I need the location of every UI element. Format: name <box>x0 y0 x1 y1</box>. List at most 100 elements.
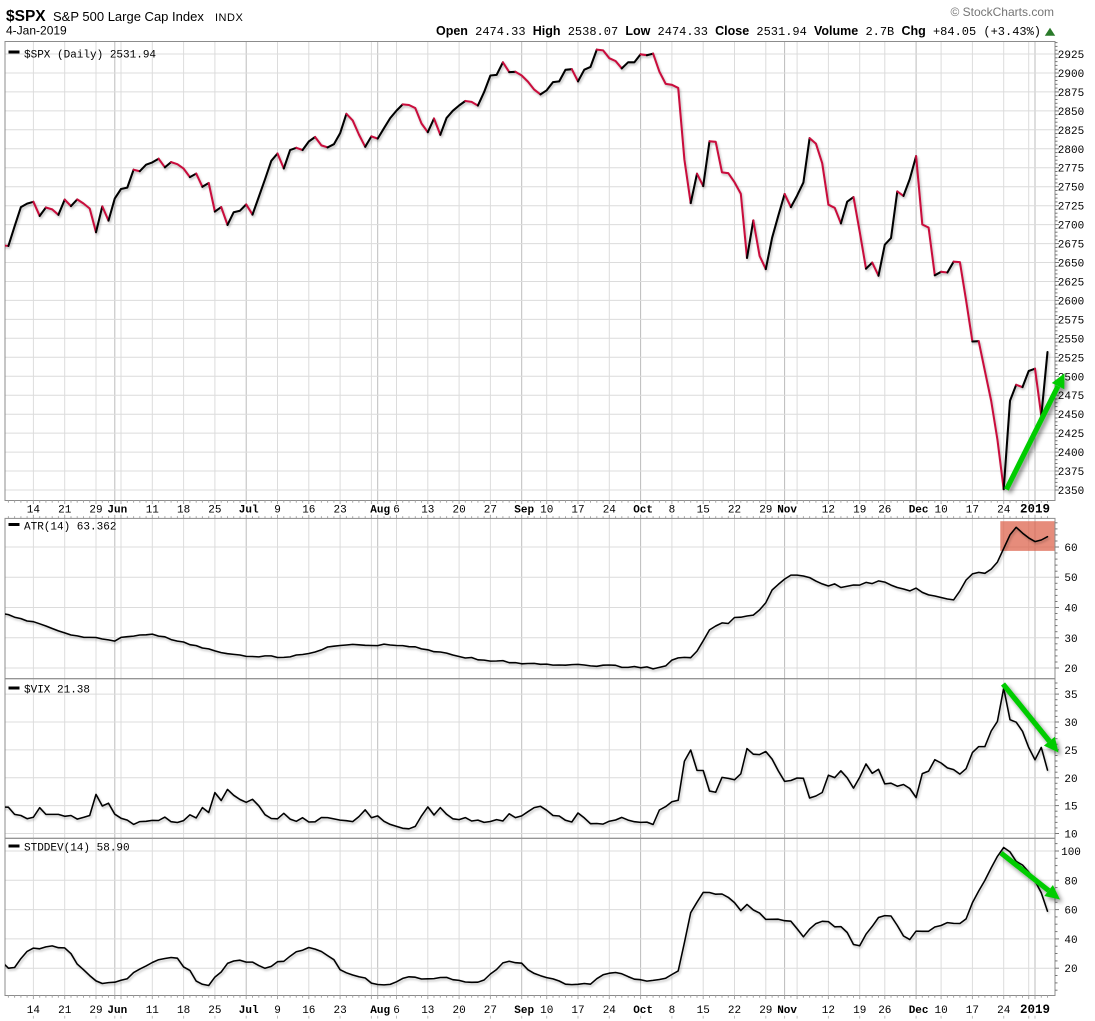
svg-text:Sep: Sep <box>514 505 534 517</box>
svg-text:INDX: INDX <box>215 12 243 24</box>
svg-text:2475: 2475 <box>1058 391 1084 403</box>
svg-text:2875: 2875 <box>1058 88 1084 100</box>
svg-text:10: 10 <box>1064 830 1077 842</box>
svg-text:2850: 2850 <box>1058 107 1084 119</box>
svg-text:29: 29 <box>89 1005 102 1017</box>
svg-text:Aug: Aug <box>370 1005 390 1017</box>
svg-text:Jun: Jun <box>107 505 127 517</box>
svg-text:20: 20 <box>1064 664 1077 676</box>
svg-text:11: 11 <box>146 505 160 517</box>
svg-text:16: 16 <box>302 505 315 517</box>
svg-text:22: 22 <box>728 1005 741 1017</box>
svg-text:Open 2474.33 High 2538.07 Lo: Open 2474.33 High 2538.07 Low 2474.33 Cl… <box>436 24 1041 39</box>
svg-text:2775: 2775 <box>1058 164 1084 176</box>
svg-text:14: 14 <box>27 505 41 517</box>
svg-text:23: 23 <box>333 1005 346 1017</box>
svg-text:27: 27 <box>484 505 497 517</box>
svg-text:20: 20 <box>1064 964 1077 976</box>
svg-text:2450: 2450 <box>1058 410 1084 422</box>
svg-text:6: 6 <box>393 1005 400 1017</box>
svg-text:17: 17 <box>966 1005 979 1017</box>
svg-text:35: 35 <box>1064 690 1077 702</box>
svg-text:2750: 2750 <box>1058 183 1084 195</box>
svg-text:18: 18 <box>177 1005 190 1017</box>
svg-text:2675: 2675 <box>1058 240 1084 252</box>
svg-text:2825: 2825 <box>1058 126 1084 138</box>
svg-text:2350: 2350 <box>1058 486 1084 498</box>
svg-text:2550: 2550 <box>1058 334 1084 346</box>
svg-text:© StockCharts.com: © StockCharts.com <box>950 5 1054 19</box>
svg-text:30: 30 <box>1064 718 1077 730</box>
svg-text:2019: 2019 <box>1020 503 1050 517</box>
svg-text:14: 14 <box>27 1005 41 1017</box>
svg-text:29: 29 <box>759 1005 772 1017</box>
svg-text:40: 40 <box>1064 935 1077 947</box>
svg-text:20: 20 <box>1064 774 1077 786</box>
svg-text:S&P 500 Large Cap Index: S&P 500 Large Cap Index <box>53 9 204 24</box>
svg-text:15: 15 <box>1064 802 1077 814</box>
svg-text:100: 100 <box>1061 847 1081 859</box>
svg-text:11: 11 <box>146 1005 160 1017</box>
svg-text:60: 60 <box>1064 906 1077 918</box>
svg-text:60: 60 <box>1064 543 1077 555</box>
svg-text:17: 17 <box>966 505 979 517</box>
svg-text:Nov: Nov <box>777 505 797 517</box>
svg-text:23: 23 <box>333 505 346 517</box>
svg-text:22: 22 <box>728 505 741 517</box>
svg-text:18: 18 <box>177 505 190 517</box>
svg-text:2800: 2800 <box>1058 145 1084 157</box>
svg-text:2400: 2400 <box>1058 448 1084 460</box>
svg-text:2725: 2725 <box>1058 202 1084 214</box>
svg-text:19: 19 <box>853 1005 866 1017</box>
svg-text:2925: 2925 <box>1058 50 1084 62</box>
svg-text:25: 25 <box>208 505 221 517</box>
svg-text:2900: 2900 <box>1058 69 1084 81</box>
svg-text:19: 19 <box>853 505 866 517</box>
svg-text:10: 10 <box>934 505 947 517</box>
svg-text:$VIX 21.38: $VIX 21.38 <box>24 685 90 697</box>
svg-text:Jul: Jul <box>239 1005 259 1017</box>
svg-text:15: 15 <box>697 1005 710 1017</box>
svg-text:17: 17 <box>571 505 584 517</box>
svg-text:Jun: Jun <box>107 1005 127 1017</box>
svg-text:80: 80 <box>1064 876 1077 888</box>
svg-text:2525: 2525 <box>1058 353 1084 365</box>
svg-text:25: 25 <box>208 1005 221 1017</box>
svg-text:Aug: Aug <box>370 505 390 517</box>
svg-text:15: 15 <box>697 505 710 517</box>
svg-text:27: 27 <box>484 1005 497 1017</box>
svg-text:2600: 2600 <box>1058 296 1084 308</box>
svg-text:17: 17 <box>571 1005 584 1017</box>
svg-text:Sep: Sep <box>514 1005 534 1017</box>
svg-text:8: 8 <box>669 1005 676 1017</box>
svg-text:9: 9 <box>274 505 281 517</box>
svg-text:25: 25 <box>1064 746 1077 758</box>
svg-text:50: 50 <box>1064 573 1077 585</box>
svg-text:2019: 2019 <box>1020 1003 1050 1017</box>
svg-text:Nov: Nov <box>777 1005 797 1017</box>
svg-text:$SPX: $SPX <box>6 8 46 25</box>
svg-text:13: 13 <box>421 505 434 517</box>
svg-text:Dec: Dec <box>909 1005 929 1017</box>
svg-text:Oct: Oct <box>633 1005 653 1017</box>
svg-text:6: 6 <box>393 505 400 517</box>
svg-text:12: 12 <box>822 1005 835 1017</box>
svg-text:10: 10 <box>540 1005 553 1017</box>
svg-text:8: 8 <box>669 505 676 517</box>
svg-text:10: 10 <box>540 505 553 517</box>
svg-text:2425: 2425 <box>1058 429 1084 441</box>
svg-text:Jul: Jul <box>239 505 259 517</box>
svg-text:20: 20 <box>452 1005 465 1017</box>
svg-text:4-Jan-2019: 4-Jan-2019 <box>6 24 67 38</box>
svg-text:13: 13 <box>421 1005 434 1017</box>
svg-text:10: 10 <box>934 1005 947 1017</box>
svg-text:ATR(14) 63.362: ATR(14) 63.362 <box>24 522 116 534</box>
svg-text:STDDEV(14) 58.90: STDDEV(14) 58.90 <box>24 843 130 855</box>
svg-text:2575: 2575 <box>1058 315 1084 327</box>
svg-text:24: 24 <box>997 1005 1011 1017</box>
svg-text:30: 30 <box>1064 634 1077 646</box>
svg-text:Dec: Dec <box>909 505 929 517</box>
svg-text:20: 20 <box>452 505 465 517</box>
svg-text:2700: 2700 <box>1058 221 1084 233</box>
svg-text:Oct: Oct <box>633 505 653 517</box>
